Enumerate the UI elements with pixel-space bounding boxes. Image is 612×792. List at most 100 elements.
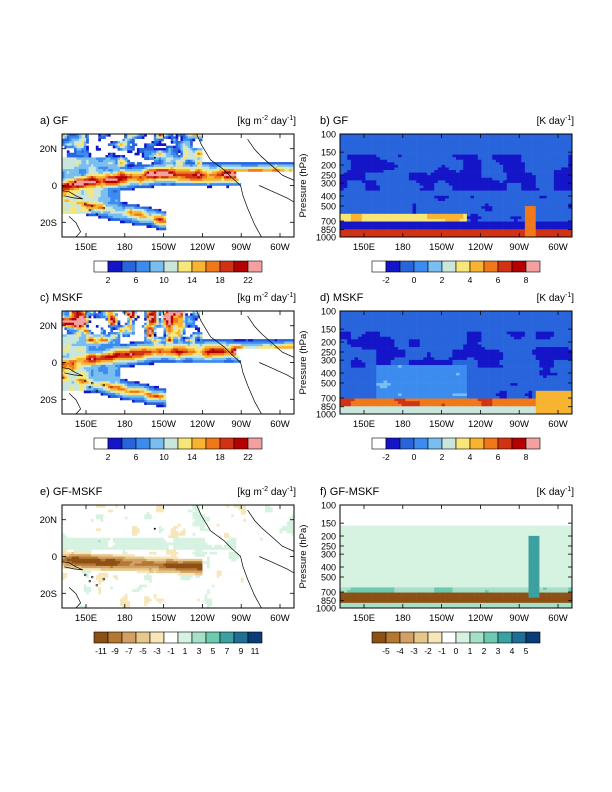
y-tick-label: 700 [321,588,336,598]
x-tick-label: 60W [548,613,568,624]
y-tick-label: 500 [321,378,336,388]
colorbar-label: 9 [239,646,244,656]
x-tick-label: 150E [353,613,375,624]
colorbar-box [149,437,165,450]
plot-frame [339,504,573,609]
colorbar-box [413,631,429,644]
colorbar-box [233,437,249,450]
x-tick-label: 60W [270,242,290,253]
y-tick-label: 850 [321,225,336,235]
panel-title: e) GF-MSKF [40,486,103,498]
colorbar: 2 6 10 14 18 22 [93,437,263,462]
colorbar-box [525,260,541,273]
mid: day [268,487,287,498]
sup2: -1 [287,292,293,299]
colorbar-box [427,437,443,450]
island [95,390,99,393]
colorbar-label: -3 [410,646,418,656]
colorbar-label: 22 [243,275,253,285]
panel-a: a) GF [kg m-2 day-1]150E 180 150W 120W 90W 60W… [40,115,297,285]
colorbar-box [427,260,443,273]
x-tick-label: 150W [151,242,176,253]
coastline-gulf [247,139,294,181]
colorbar-box [177,260,193,273]
coastline-australia [68,587,82,608]
colorbar-box [399,437,415,450]
plot-frame [339,310,573,415]
colorbar-label: 22 [243,452,253,462]
colorbar-label: 6 [496,452,501,462]
colorbar-box [205,260,221,273]
colorbar-box [455,260,471,273]
colorbar-label: 5 [524,646,529,656]
colorbar-label: 0 [412,275,417,285]
pre: [K day [537,487,565,498]
x-tick-label: 60W [548,419,568,430]
island [90,381,94,385]
y-tick-label: 250 [321,170,336,180]
coastline-new-guinea [62,561,84,571]
colorbar-box [93,631,109,644]
colorbar-label: -1 [167,646,175,656]
coastline-americas [196,134,262,237]
x-tick-label: 180 [117,242,133,253]
hawaii [153,333,156,336]
colorbar-box [191,631,207,644]
colorbar-label: 0 [412,452,417,462]
sup2: -1 [287,115,293,122]
colorbar-box [149,631,165,644]
y-tick-label: 0 [52,358,57,369]
colorbar-box [385,437,401,450]
panel-b: b) GF [K day-1] 150E 180 150W 120W 90W 60W 100 15… [298,115,574,285]
y-tick-label: 0 [52,552,57,563]
colorbar-box [399,260,415,273]
y-tick-label: 500 [321,201,336,211]
colorbar-label: -5 [139,646,147,656]
y-tick-label: 300 [321,179,336,189]
x-tick-label: 180 [395,613,411,624]
coastline-south-america [259,556,294,574]
colorbar-label: 18 [215,452,225,462]
colorbar: 2 6 10 14 18 22 [93,260,263,285]
sup1: -2 [262,115,268,122]
x-tick-label: 120W [468,242,493,253]
y-tick-label: 20S [40,218,57,229]
y-tick-label: 150 [321,519,336,529]
colorbar-label: 8 [524,452,529,462]
heatmap-field [62,505,294,608]
colorbar-box [247,437,263,450]
y-tick-label: 20N [40,144,58,155]
colorbar-label: 14 [187,452,197,462]
x-tick-label: 90W [231,419,251,430]
colorbar-box [455,631,471,644]
sup1: -2 [262,292,268,299]
x-tick-label: 120W [468,419,493,430]
colorbar-label: -2 [424,646,432,656]
colorbar-box [107,260,123,273]
x-tick-label: 90W [509,419,529,430]
colorbar-box [455,437,471,450]
colorbar-label: 2 [106,275,111,285]
island [95,584,99,587]
x-tick-label: 150E [353,419,375,430]
x-tick-label: 120W [190,419,215,430]
colorbar: -5 -4 -3 -2 -1 0 1 2 3 4 5 [371,631,541,656]
colorbar-box [483,631,499,644]
colorbar-box [441,631,457,644]
hawaii [153,527,156,530]
y-tick-label: 250 [321,347,336,357]
y-axis-label: Pressure (hPa) [298,525,309,589]
pre: [K day [537,116,565,127]
post: ] [571,293,574,304]
x-tick-label: 180 [117,613,133,624]
sup1: -2 [262,486,268,493]
colorbar-box [385,631,401,644]
sup1: -1 [565,115,571,122]
mid: day [268,116,287,127]
colorbar-label: -11 [95,646,107,656]
colorbar-label: 1 [183,646,188,656]
y-tick-label: 700 [321,394,336,404]
x-tick-label: 120W [190,242,215,253]
colorbar-box [93,260,109,273]
post: ] [571,116,574,127]
